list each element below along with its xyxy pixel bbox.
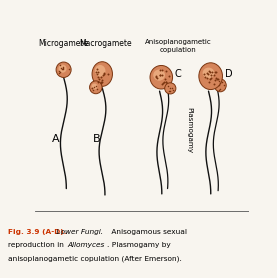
Text: Microgamete: Microgamete — [39, 39, 89, 48]
Text: reproduction in: reproduction in — [8, 242, 66, 249]
Ellipse shape — [153, 70, 165, 81]
Text: Allomyces: Allomyces — [68, 242, 105, 249]
Ellipse shape — [89, 81, 102, 94]
Text: Lower Fungi.: Lower Fungi. — [54, 229, 103, 235]
Ellipse shape — [202, 68, 214, 78]
Ellipse shape — [92, 62, 112, 86]
Ellipse shape — [199, 63, 222, 90]
Text: A: A — [52, 134, 60, 144]
Ellipse shape — [56, 62, 71, 78]
Ellipse shape — [58, 64, 66, 73]
Text: Fig. 3.9 (A-D).: Fig. 3.9 (A-D). — [8, 229, 67, 235]
Text: Anisoplanogametic
copulation: Anisoplanogametic copulation — [145, 39, 212, 53]
Ellipse shape — [165, 83, 176, 94]
Text: . Plasmogamy by: . Plasmogamy by — [107, 242, 170, 249]
Ellipse shape — [95, 65, 106, 77]
Text: C: C — [175, 69, 181, 79]
Ellipse shape — [150, 65, 173, 89]
Ellipse shape — [91, 83, 98, 90]
Text: Macrogamete: Macrogamete — [79, 39, 132, 48]
Text: Plasmogamy: Plasmogamy — [186, 107, 192, 153]
Ellipse shape — [214, 79, 226, 92]
Text: Anisogamous sexual: Anisogamous sexual — [109, 229, 188, 235]
Text: anisoplanogametic copulation (After Emerson).: anisoplanogametic copulation (After Emer… — [8, 255, 182, 262]
Text: B: B — [93, 134, 101, 144]
Text: D: D — [225, 69, 233, 79]
